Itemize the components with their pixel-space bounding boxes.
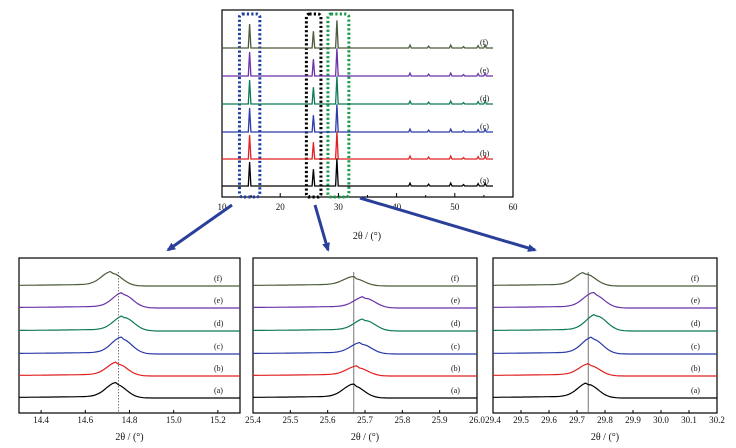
zoom-2-trace-d [253, 318, 477, 332]
zoom-arrows [166, 196, 537, 252]
zoom-3-trace-c [493, 336, 717, 355]
zoom-3-frame [492, 257, 718, 414]
main-trace-a [222, 158, 493, 187]
arrow-to-zoom-3 [359, 196, 537, 252]
zoom-2-trace-label-f: (f) [451, 274, 459, 283]
zoom-1-xtick-label-15.2: 15.2 [210, 415, 226, 425]
zoom-1-trace-label-d: (d) [214, 319, 224, 328]
zoom-3-xtick-label-29.7: 29.7 [569, 415, 585, 425]
main-xtick-label-20: 20 [276, 202, 286, 212]
zoom-1-trace-f [19, 270, 240, 287]
zoom-1-trace-label-a: (a) [214, 386, 223, 395]
main-trace-label-d: (d) [480, 94, 490, 103]
zoom-panel-14-75: (a) (b) (c) (d) (e) (f) 14.4 14.6 14.8 15.0 15.2 2θ… [18, 257, 241, 443]
zoom-3-trace-label-a: (a) [691, 386, 700, 395]
main-x-axis-title: 2θ / (°) [353, 231, 381, 242]
main-xtick-label-40: 40 [392, 202, 402, 212]
zoom-3-trace-a [493, 382, 717, 399]
zoom-2-x-axis-title: 2θ / (°) [351, 432, 379, 443]
zoom-2-trace-label-c: (c) [451, 342, 460, 351]
zoom-3-xtick-label-29.6: 29.6 [541, 415, 557, 425]
main-xtick-label-60: 60 [509, 202, 519, 212]
zoom-panel-25-7: (a) (b) (c) (d) (e) (f) 25.4 25.5 25.6 25.7 25.8 25… [245, 257, 485, 443]
zoom-2-xtick-label-25.4: 25.4 [245, 415, 261, 425]
main-trace-d [222, 76, 493, 105]
zoom-1-xtick-label-15.0: 15.0 [166, 415, 182, 425]
zoom-3-xtick-label-29.4: 29.4 [485, 415, 501, 425]
zoom-1-trace-label-f: (f) [214, 274, 222, 283]
zoom-1-frame [18, 257, 241, 414]
zoom-2-xtick-label-26.0: 26.0 [469, 415, 485, 425]
zoom-3-trace-f [493, 271, 717, 287]
zoom-1-trace-b [19, 361, 240, 377]
main-xrd-panel: (a) (b) (c) (d) (e) (f) 10 20 30 40 50 60 2θ / (°) [218, 9, 519, 242]
main-trace-b [222, 131, 493, 160]
zoom-3-xtick-label-29.8: 29.8 [597, 415, 613, 425]
zoom-3-trace-d [493, 313, 717, 332]
zoom-1-xtick-label-14.8: 14.8 [122, 415, 138, 425]
zoom-3-x-axis-title: 2θ / (°) [591, 432, 619, 443]
zoom-2-trace-f [252, 275, 477, 287]
zoom-3-trace-label-d: (d) [691, 319, 701, 328]
zoom-3-trace-b [493, 362, 717, 377]
zoom-2-trace-a [252, 383, 477, 399]
zoom-3-xtick-label-29.5: 29.5 [513, 415, 529, 425]
zoom-2-xtick-label-25.7: 25.7 [357, 415, 373, 425]
zoom-3-xtick-label-30.0: 30.0 [653, 415, 669, 425]
zoom-2-trace-b [253, 365, 477, 377]
zoom-1-trace-e [19, 292, 240, 309]
zoom-1-trace-label-b: (b) [214, 364, 224, 373]
zoom-2-xtick-label-25.5: 25.5 [282, 415, 298, 425]
zoom-1-x-axis-title: 2θ / (°) [115, 432, 143, 443]
zoom-1-trace-label-e: (e) [214, 296, 223, 305]
main-trace-f [222, 20, 493, 49]
region-25.7-box [304, 12, 323, 199]
zoom-2-xtick-label-25.9: 25.9 [432, 415, 448, 425]
zoom-3-trace-label-b: (b) [691, 364, 701, 373]
zoom-3-trace-label-c: (c) [691, 342, 700, 351]
zoom-3-xtick-label-30.2: 30.2 [709, 415, 725, 425]
zoom-2-trace-c [253, 341, 477, 355]
zoom-3-trace-e [492, 291, 717, 309]
main-xtick-label-10: 10 [218, 202, 228, 212]
main-trace-label-b: (b) [480, 149, 490, 158]
region-14.75-box [237, 12, 262, 199]
zoom-3-xtick-label-29.9: 29.9 [625, 415, 641, 425]
main-trace-label-f: (f) [480, 38, 488, 47]
zoom-2-trace-e [253, 296, 477, 309]
zoom-panel-29-75: (a) (b) (c) (d) (e) (f) 29.4 29.5 29.6 29.7 29.8 29… [485, 257, 725, 443]
zoom-1-trace-a [19, 381, 240, 399]
arrow-to-zoom-2 [313, 204, 330, 252]
zoom-1-xtick-label-14.4: 14.4 [33, 415, 49, 425]
zoom-2-trace-label-d: (d) [451, 319, 461, 328]
zoom-3-trace-label-e: (e) [691, 296, 700, 305]
zoom-2-xtick-label-25.8: 25.8 [394, 415, 410, 425]
main-trace-e [222, 48, 493, 77]
main-trace-label-a: (a) [480, 176, 489, 185]
zoom-2-trace-label-b: (b) [451, 364, 461, 373]
zoom-2-trace-label-a: (a) [451, 386, 460, 395]
main-trace-label-e: (e) [480, 66, 489, 75]
main-xtick-label-30: 30 [334, 202, 344, 212]
zoom-1-trace-c [19, 336, 240, 355]
zoom-3-xtick-label-30.1: 30.1 [681, 415, 697, 425]
main-xtick-label-50: 50 [450, 202, 460, 212]
zoom-2-frame [252, 257, 478, 414]
main-trace-c [222, 104, 493, 133]
zoom-1-xtick-label-14.6: 14.6 [77, 415, 93, 425]
zoom-1-trace-d [19, 315, 240, 332]
arrow-to-zoom-1 [166, 203, 233, 252]
zoom-1-trace-label-c: (c) [214, 342, 223, 351]
zoom-3-trace-label-f: (f) [691, 274, 699, 283]
zoom-2-xtick-label-25.6: 25.6 [320, 415, 336, 425]
zoom-2-trace-label-e: (e) [451, 296, 460, 305]
main-trace-label-c: (c) [480, 122, 489, 131]
